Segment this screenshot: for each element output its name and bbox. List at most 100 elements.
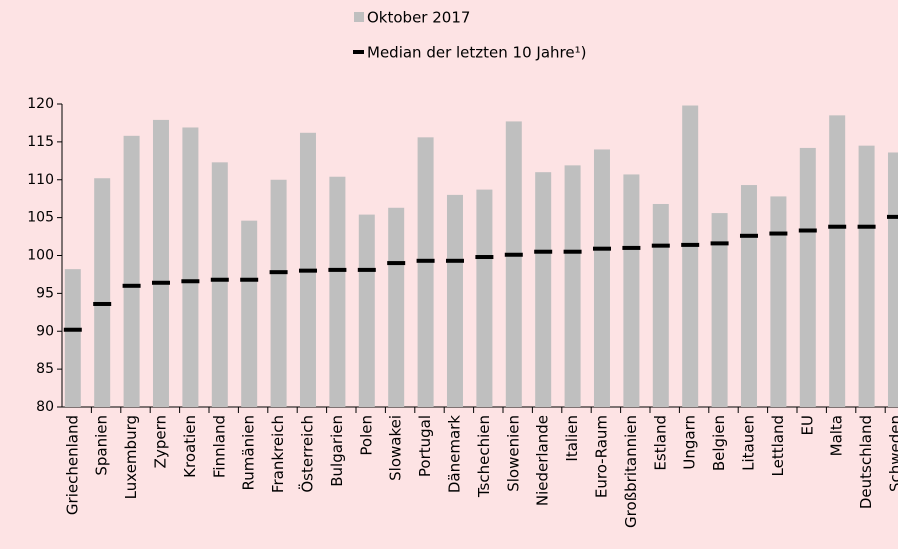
bar: [446, 194, 463, 407]
legend-label: Oktober 2017: [367, 9, 470, 27]
median-mark: [298, 268, 317, 273]
legend-label: Median der letzten 10 Jahre¹): [367, 44, 586, 62]
median-mark: [769, 231, 788, 236]
bar: [887, 152, 898, 407]
bar: [652, 203, 669, 407]
median-mark: [739, 233, 758, 238]
x-tick-label: Zypern: [151, 415, 169, 468]
median-mark: [357, 267, 376, 272]
median-mark: [151, 280, 170, 285]
median-mark: [240, 277, 259, 282]
x-tick-label: EU: [798, 415, 816, 435]
median-mark: [651, 243, 670, 248]
bar: [770, 196, 787, 407]
median-mark: [622, 245, 641, 250]
bar: [417, 137, 434, 407]
bar: [858, 145, 875, 407]
bar: [123, 135, 140, 407]
y-tick-label: 90: [36, 323, 54, 339]
x-tick-label: Polen: [357, 415, 375, 456]
median-mark: [269, 270, 288, 275]
x-tick-label: Großbritannien: [622, 415, 640, 528]
bar: [358, 214, 375, 407]
median-mark: [416, 258, 435, 263]
median-mark: [504, 252, 523, 257]
x-tick-label: Lettland: [769, 415, 787, 476]
x-tick-label: Ungarn: [681, 415, 699, 470]
y-tick-label: 100: [27, 248, 54, 264]
y-tick-label: 85: [36, 361, 54, 377]
bar: [152, 119, 169, 407]
x-tick-label: Dänemark: [445, 415, 463, 493]
bar: [535, 172, 552, 407]
x-tick-label: Bulgarien: [328, 415, 346, 487]
median-mark: [592, 246, 611, 251]
median-mark: [563, 249, 582, 254]
median-mark: [798, 228, 817, 233]
bar: [623, 174, 640, 407]
x-tick-label: Euro-Raum: [592, 415, 610, 498]
median-mark: [63, 327, 82, 332]
bar: [711, 213, 728, 407]
x-tick-label: Slowakei: [387, 415, 405, 481]
median-mark: [387, 261, 406, 266]
x-tick-label: Litauen: [739, 415, 757, 471]
y-tick-label: 105: [27, 210, 54, 226]
y-tick-label: 110: [27, 172, 54, 188]
bar: [593, 149, 610, 407]
x-tick-label: Schweden: [886, 415, 898, 492]
bar: [270, 179, 287, 407]
median-mark: [857, 224, 876, 229]
legend-swatch: [353, 50, 364, 54]
bar: [241, 220, 258, 407]
y-tick-label: 95: [36, 285, 54, 301]
x-tick-label: Griechenland: [63, 415, 81, 515]
bar: [682, 105, 699, 407]
median-mark: [93, 301, 112, 306]
x-tick-label: Portugal: [416, 415, 434, 477]
median-mark: [475, 255, 494, 260]
bar: [329, 176, 346, 407]
median-mark: [445, 258, 464, 263]
x-tick-label: Rumänien: [240, 415, 258, 490]
x-tick-label: Estland: [651, 415, 669, 471]
median-mark: [181, 279, 200, 284]
bar: [505, 121, 522, 408]
bar: [182, 127, 199, 408]
x-tick-label: Deutschland: [857, 415, 875, 509]
bar: [64, 269, 81, 407]
bar: [388, 207, 405, 407]
x-tick-label: Niederlande: [534, 415, 552, 506]
legend-swatch: [354, 12, 364, 22]
bar: [94, 178, 111, 407]
bar: [799, 147, 816, 407]
median-mark: [122, 283, 141, 288]
median-mark: [886, 214, 898, 219]
bar: [211, 162, 228, 407]
x-tick-label: Tschechien: [475, 415, 493, 498]
median-mark: [710, 241, 729, 246]
x-tick-label: Kroatien: [181, 415, 199, 478]
bar: [476, 189, 493, 407]
y-tick-label: 115: [27, 134, 54, 150]
median-mark: [210, 277, 229, 282]
y-tick-label: 120: [27, 96, 54, 112]
median-mark: [681, 242, 700, 247]
y-tick-label: 80: [36, 399, 54, 415]
x-tick-label: Luxemburg: [122, 415, 140, 499]
x-tick-label: Finnland: [210, 415, 228, 478]
median-mark: [828, 224, 847, 229]
x-tick-label: Belgien: [710, 415, 728, 471]
x-tick-label: Frankreich: [269, 415, 287, 493]
x-tick-label: Malta: [828, 415, 846, 456]
median-mark: [534, 249, 553, 254]
x-tick-label: Spanien: [93, 415, 111, 476]
x-tick-label: Slowenien: [504, 415, 522, 492]
median-mark: [328, 267, 347, 272]
x-tick-label: Österreich: [297, 415, 316, 493]
bar: [740, 185, 757, 407]
x-tick-label: Italien: [563, 415, 581, 462]
bar: [829, 115, 846, 408]
